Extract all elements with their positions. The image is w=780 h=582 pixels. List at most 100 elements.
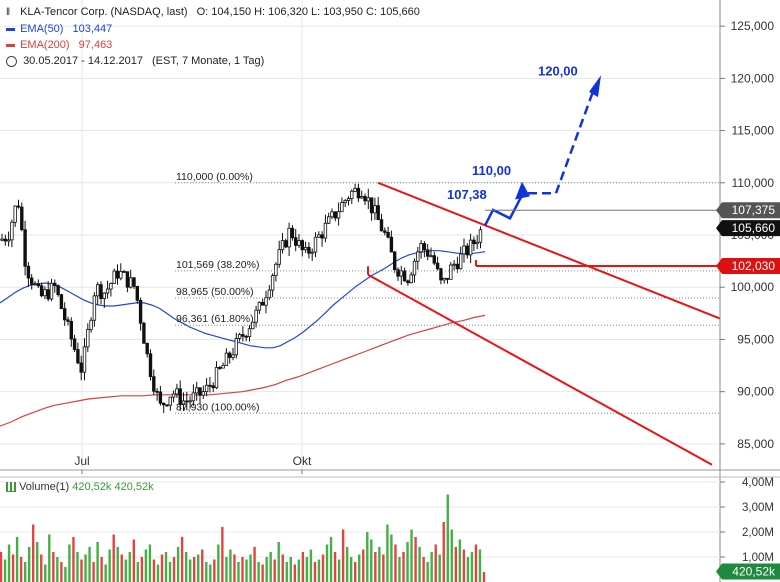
volume-bar (40, 554, 43, 582)
candle-body (399, 270, 403, 277)
candle-body (373, 205, 377, 214)
candle-body (102, 292, 106, 299)
forecast-label: 107,38 (447, 187, 487, 202)
volume-bar (96, 542, 99, 582)
candle-body (231, 354, 235, 358)
volume-bar (193, 557, 196, 582)
candle-body (109, 283, 113, 290)
candle-body (389, 236, 394, 253)
volume-bar (52, 552, 55, 582)
candle-body (29, 277, 34, 285)
ema200-swatch (6, 43, 15, 47)
candlestick-series (0, 183, 483, 414)
candle-body (277, 249, 281, 265)
volume-bar (341, 529, 345, 582)
candle-body (290, 227, 295, 239)
volume-bar (474, 544, 478, 582)
volume-bar (358, 554, 361, 582)
volume-bar (354, 562, 357, 582)
candle-body (6, 239, 11, 242)
candle-body (419, 243, 423, 253)
volume-bar (446, 494, 449, 582)
volume-bar (23, 562, 27, 582)
fibonacci-label: 96,361 (61.80%) (176, 313, 254, 325)
volume-bar (249, 554, 252, 582)
fibonacci-label: 87,930 (100.00%) (176, 401, 259, 413)
candle-body (99, 284, 103, 299)
candle-body (175, 388, 179, 395)
candle-body (181, 400, 186, 406)
volume-tick-label: 2,00M (742, 527, 774, 539)
volume-bar (217, 544, 220, 582)
volume-bar (68, 544, 71, 582)
volume-bar (281, 554, 284, 582)
candle-body (287, 227, 291, 248)
volume-bar (470, 552, 474, 582)
candle-body (138, 299, 143, 324)
volume-badge-label: 420,52k (732, 565, 776, 579)
candle-body (402, 270, 407, 282)
price-badge-label: 105,660 (732, 221, 776, 235)
volume-bar (184, 552, 188, 582)
candle-body (201, 391, 205, 396)
volume-bar (160, 554, 164, 582)
ema200-line (0, 314, 486, 427)
ema50-line (0, 250, 486, 349)
volume-bar (277, 542, 280, 582)
candle-body (416, 251, 420, 262)
volume-bar (201, 549, 204, 582)
candle-body (221, 365, 225, 369)
ema200-label: EMA(200) (20, 39, 70, 51)
candle-body (218, 367, 222, 369)
candle-body (36, 283, 40, 287)
volume-bar (128, 552, 131, 582)
candle-body (425, 249, 430, 257)
candle-body (145, 342, 149, 355)
volume-panel: 1,00M 2,00M 3,00M 4,00M 420,52k (0, 477, 780, 582)
volume-bar (36, 542, 39, 582)
volume-bar (333, 552, 337, 582)
candle-body (122, 271, 126, 273)
candle-body (465, 245, 469, 256)
candle-body (257, 301, 262, 311)
candle-body (96, 284, 100, 297)
candle-body (198, 387, 202, 396)
candle-body (366, 197, 370, 202)
candle-body (237, 334, 242, 339)
candle-body (260, 301, 265, 306)
volume-bar (120, 554, 123, 582)
forecast-dashed (528, 88, 596, 195)
volume-bar (337, 559, 341, 582)
candle-body (313, 236, 318, 253)
volume-bar (116, 547, 119, 582)
candle-body (409, 274, 413, 284)
volume-bar (345, 547, 349, 582)
volume-value-1: 420,52k (72, 481, 112, 493)
candle-body (392, 251, 397, 271)
candle-body (317, 234, 321, 238)
volume-bar (44, 564, 47, 582)
candle-body (442, 277, 446, 281)
candle-body (13, 205, 17, 223)
candle-body (412, 260, 417, 276)
volume-bar (289, 557, 292, 582)
candle-body (297, 240, 301, 246)
candle-body (105, 288, 110, 294)
candle-body (359, 196, 364, 199)
candle-body (330, 211, 334, 218)
volume-bar (180, 537, 184, 582)
candle-body (267, 289, 271, 299)
fibonacci-label: 98,965 (50.00%) (176, 286, 254, 298)
candle-body (89, 319, 93, 330)
volume-bar (32, 524, 35, 582)
volume-bar (366, 532, 369, 582)
candle-body (171, 393, 176, 398)
y-tick-label: 95,000 (737, 332, 774, 346)
volume-bar (72, 537, 75, 582)
price-badge (716, 220, 780, 237)
volume-bar (410, 529, 413, 582)
volume-bar (48, 534, 51, 582)
candle-body (303, 246, 308, 251)
